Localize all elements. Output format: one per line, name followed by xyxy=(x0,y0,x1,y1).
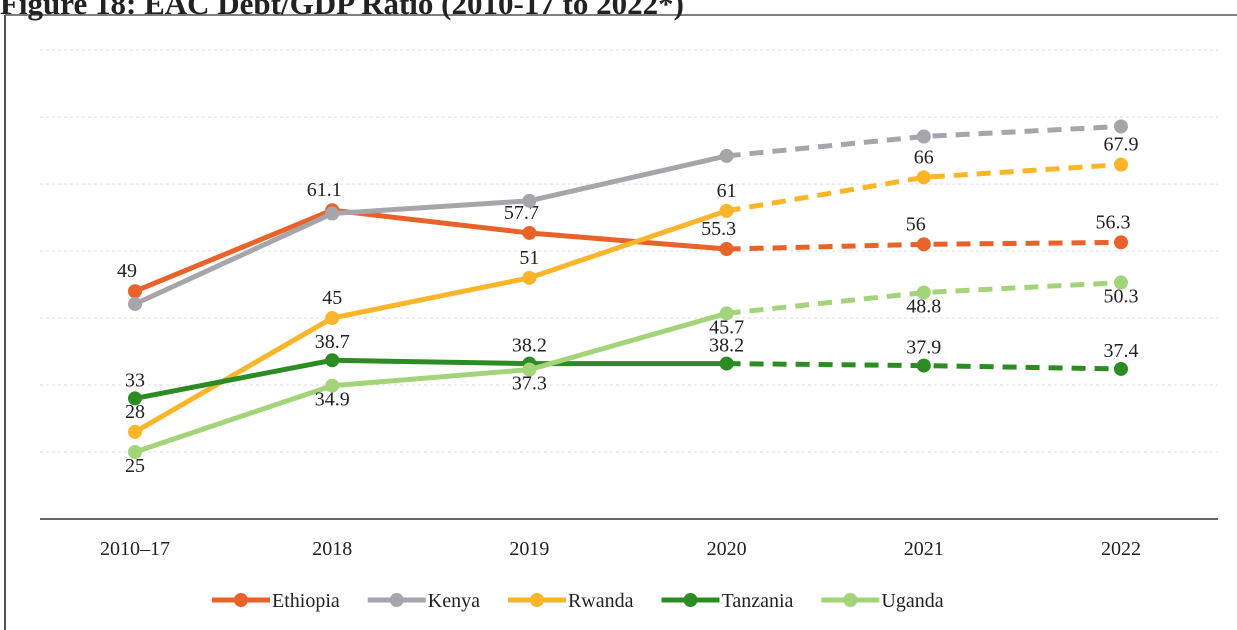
series-line xyxy=(133,208,728,435)
x-tick-label: 2019 xyxy=(509,538,549,560)
marker xyxy=(128,284,142,299)
marker xyxy=(1114,119,1128,134)
data-label: 48.8 xyxy=(906,296,941,318)
data-label: 45.7 xyxy=(709,316,744,338)
series-line xyxy=(726,123,1122,159)
marker xyxy=(522,193,537,208)
marker xyxy=(916,237,931,252)
x-tick-label: 2018 xyxy=(312,538,352,560)
marker xyxy=(719,242,734,257)
data-label: 55.3 xyxy=(701,218,736,240)
data-label: 34.9 xyxy=(315,389,350,411)
x-tick-label: 2010–17 xyxy=(100,538,170,560)
series-line xyxy=(134,207,727,294)
x-tick-label: 2022 xyxy=(1101,538,1141,560)
legend-label: Uganda xyxy=(881,590,943,612)
marker xyxy=(128,296,142,311)
data-label: 37.3 xyxy=(512,373,547,395)
data-label: 66 xyxy=(914,146,934,168)
series-line xyxy=(726,162,1122,214)
legend-marker xyxy=(683,593,698,607)
marker xyxy=(1114,157,1128,172)
legend-label: Rwanda xyxy=(568,590,634,612)
series-line xyxy=(726,280,1122,316)
data-label: 37.9 xyxy=(906,337,941,359)
series-line xyxy=(133,153,728,307)
x-tick-label: 2021 xyxy=(904,538,944,560)
data-label: 61 xyxy=(717,180,737,202)
legend-label: Tanzania xyxy=(722,590,794,612)
legend-label: Ethiopia xyxy=(272,590,340,612)
marker xyxy=(719,148,734,163)
data-label: 28 xyxy=(125,401,145,423)
marker xyxy=(128,424,142,439)
marker xyxy=(522,270,537,285)
series-line xyxy=(134,357,727,401)
data-label: 51 xyxy=(519,247,539,269)
marker xyxy=(325,311,340,326)
series-line xyxy=(134,310,728,455)
data-label: 50.3 xyxy=(1104,286,1139,308)
marker xyxy=(719,203,734,218)
legend-marker xyxy=(529,593,544,607)
marker xyxy=(325,206,340,221)
chart-title: Figure 18: EAC Debt/GDP Ratio (2010-17 t… xyxy=(0,0,684,21)
data-label: 45 xyxy=(322,287,342,309)
marker xyxy=(325,378,340,393)
marker xyxy=(719,356,734,371)
legend-marker xyxy=(843,593,858,607)
marker xyxy=(128,391,142,406)
marker xyxy=(916,358,931,373)
data-label: 56.3 xyxy=(1096,211,1131,233)
marker xyxy=(1114,361,1128,376)
marker xyxy=(1114,275,1128,290)
data-label: 49 xyxy=(117,260,137,282)
data-label: 56 xyxy=(906,213,926,235)
data-label: 67.9 xyxy=(1104,134,1139,156)
legend-marker xyxy=(389,593,404,607)
marker xyxy=(1114,235,1128,250)
marker xyxy=(128,445,142,460)
data-label: 33 xyxy=(125,369,145,391)
marker xyxy=(325,353,340,368)
legend-marker xyxy=(234,593,248,607)
data-label: 25 xyxy=(125,455,145,477)
marker xyxy=(916,129,931,144)
data-label: 61.1 xyxy=(307,179,342,201)
data-label: 37.4 xyxy=(1104,340,1139,362)
legend-label: Kenya xyxy=(428,590,480,612)
marker xyxy=(719,306,734,321)
marker xyxy=(916,170,931,185)
marker xyxy=(522,225,537,240)
marker xyxy=(916,285,931,300)
x-tick-label: 2020 xyxy=(707,538,747,560)
data-label: 38.7 xyxy=(315,331,350,353)
data-label: 38.2 xyxy=(709,335,744,357)
data-label: 38.2 xyxy=(512,335,547,357)
marker xyxy=(522,362,537,377)
